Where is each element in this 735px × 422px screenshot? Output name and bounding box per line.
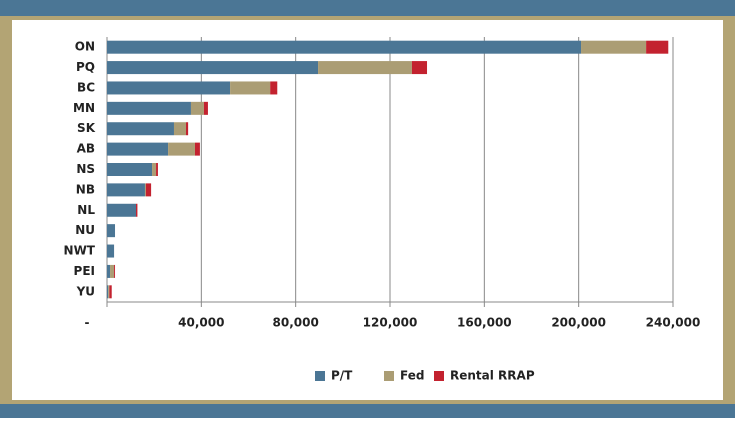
bar-segment	[107, 122, 174, 136]
bar-segment	[107, 224, 116, 238]
y-tick-label: ON	[75, 40, 95, 54]
y-tick-label: NU	[75, 223, 95, 237]
bar-segment	[136, 203, 138, 217]
x-tick-label: 40,000	[178, 316, 224, 330]
bottom-band	[0, 404, 735, 418]
bar-segment	[145, 183, 152, 197]
x-tick-label: 80,000	[273, 316, 319, 330]
x-tick-label: -	[85, 316, 90, 330]
y-tick-label: NB	[76, 182, 95, 196]
bar-segment	[173, 122, 187, 136]
y-tick-label: NL	[77, 203, 95, 217]
legend-swatch	[315, 371, 325, 381]
bar-segment	[152, 163, 157, 176]
y-tick-label: BC	[77, 80, 95, 94]
x-tick-label: 120,000	[363, 316, 418, 330]
y-tick-label: NS	[76, 162, 95, 176]
bar-segment	[318, 61, 412, 75]
bar-segment	[107, 285, 109, 299]
y-tick-label: PEI	[74, 264, 95, 278]
bar-segment	[107, 163, 153, 176]
bar-segment	[110, 264, 115, 278]
bar-segment	[270, 81, 278, 95]
y-tick-label: NWT	[64, 244, 96, 258]
bar-segment	[107, 203, 137, 217]
bar-segment	[107, 264, 111, 278]
y-tick-label: SK	[77, 121, 96, 135]
bar-segment	[156, 163, 158, 176]
bar-segment	[107, 244, 115, 258]
bar-segment	[203, 101, 208, 115]
bar-segment	[194, 142, 200, 156]
bar-segment	[107, 101, 191, 115]
bar-segment	[190, 101, 204, 115]
bar-segment	[144, 183, 146, 197]
x-tick-label: 240,000	[646, 316, 701, 330]
y-tick-label: AB	[77, 142, 95, 156]
bar-segment	[230, 81, 271, 95]
legend-swatch	[384, 371, 394, 381]
bar-segment	[581, 40, 647, 54]
y-tick-label: PQ	[76, 60, 95, 74]
bar-segment	[107, 81, 231, 95]
y-tick-label: MN	[73, 101, 95, 115]
bar-segment	[411, 61, 428, 75]
legend-label: Fed	[400, 369, 424, 383]
x-tick-label: 200,000	[551, 316, 606, 330]
legend-label: Rental RRAP	[450, 369, 535, 383]
y-tick-label: YU	[76, 284, 95, 298]
bar-segment	[107, 183, 145, 197]
bar-segment	[108, 285, 110, 299]
x-tick-label: 160,000	[457, 316, 512, 330]
bar-segment	[107, 142, 169, 156]
top-band	[0, 0, 735, 16]
legend-label: P/T	[331, 369, 353, 383]
bar-segment	[646, 40, 669, 54]
bar-segment	[109, 285, 112, 299]
bar-segment	[107, 40, 582, 54]
bar-segment	[107, 61, 319, 75]
bar-segment	[186, 122, 189, 136]
legend-swatch	[434, 371, 444, 381]
bar-segment	[114, 264, 116, 278]
bar-segment	[168, 142, 195, 156]
